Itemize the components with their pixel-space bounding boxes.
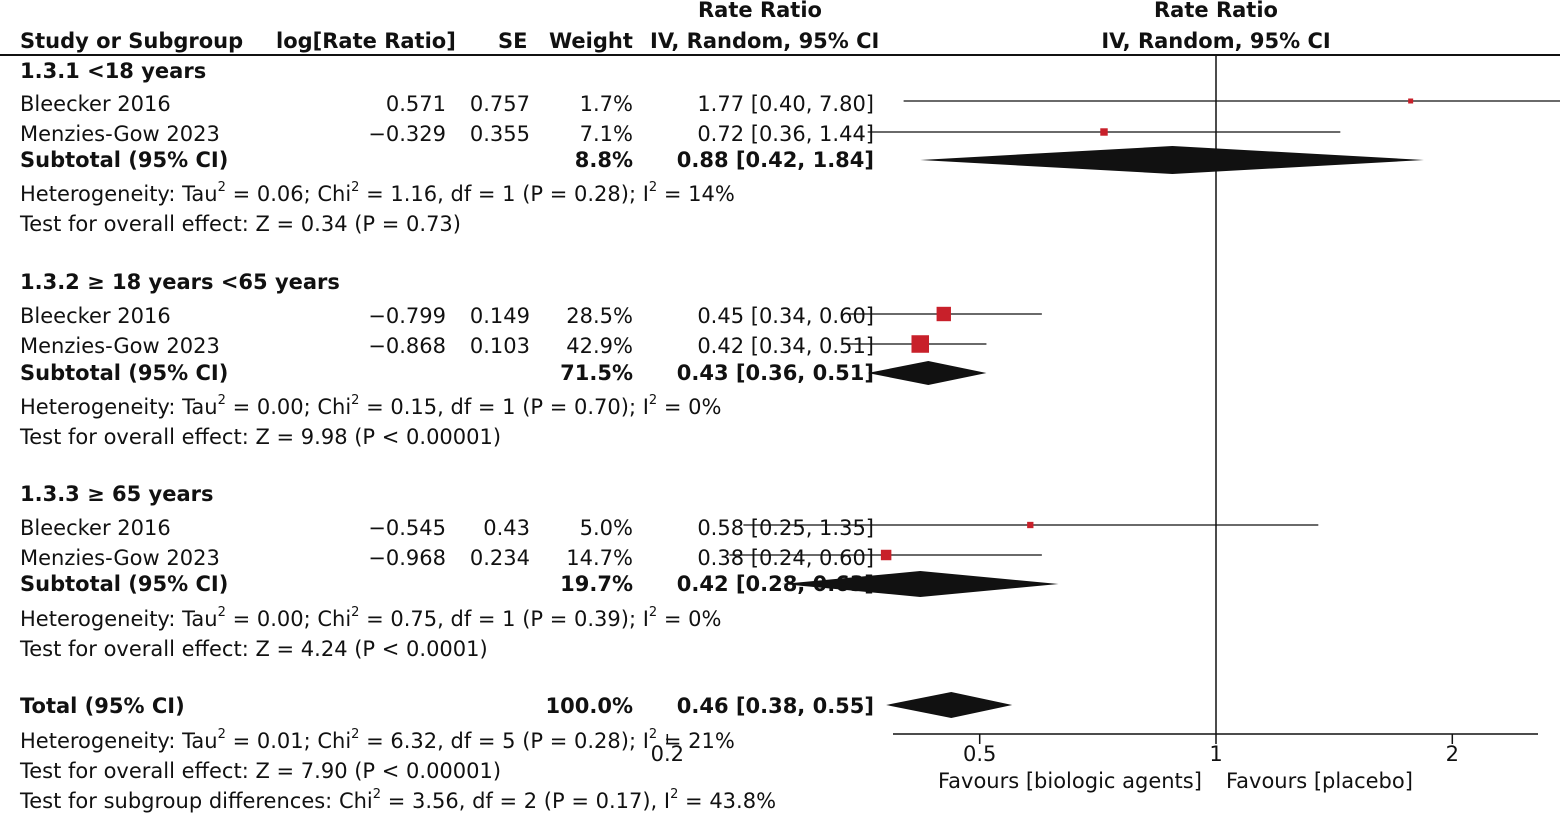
subgroup-title: 1.3.2 ≥ 18 years <65 years [20, 270, 340, 294]
subgroup-title: 1.3.3 ≥ 65 years [20, 482, 214, 506]
study-name: Menzies-Gow 2023 [20, 546, 220, 570]
subtotal-diamond [867, 361, 987, 385]
subtotal-diamond [782, 571, 1059, 597]
study-se: 0.355 [469, 122, 530, 146]
total-weight: 100.0% [545, 694, 633, 718]
study-weight: 28.5% [566, 304, 633, 328]
study-name: Menzies-Gow 2023 [20, 122, 220, 146]
study-logrr: −0.329 [368, 122, 446, 146]
header-rule [0, 54, 1560, 56]
x-tick-label: 0.2 [651, 742, 684, 766]
study-logrr: 0.571 [385, 92, 446, 116]
study-ci: 0.72 [0.36, 1.44] [697, 122, 874, 146]
study-ci: 1.77 [0.40, 7.80] [697, 92, 874, 116]
header-study: Study or Subgroup [20, 29, 244, 53]
study-se: 0.149 [469, 304, 530, 328]
study-ci: 0.58 [0.25, 1.35] [697, 516, 874, 540]
favours-left-label: Favours [biologic agents] [938, 769, 1202, 793]
subtotal-weight: 19.7% [560, 572, 633, 596]
study-se: 0.757 [469, 92, 530, 116]
study-weight: 14.7% [566, 546, 633, 570]
study-marker [1100, 128, 1108, 136]
study-weight: 42.9% [566, 334, 633, 358]
header-rr-top: Rate Ratio [698, 0, 822, 22]
study-logrr: −0.545 [368, 516, 446, 540]
favours-right-label: Favours [placebo] [1226, 769, 1413, 793]
subtotal-ci: 0.88 [0.42, 1.84] [676, 148, 874, 172]
subtotal-label: Subtotal (95% CI) [20, 361, 229, 385]
subtotal-weight: 8.8% [574, 148, 633, 172]
study-logrr: −0.868 [368, 334, 446, 358]
subtotal-label: Subtotal (95% CI) [20, 572, 229, 596]
study-weight: 5.0% [579, 516, 633, 540]
header-weight: Weight [549, 29, 633, 53]
study-name: Bleecker 2016 [20, 516, 171, 540]
study-ci: 0.38 [0.24, 0.60] [697, 546, 874, 570]
subtotal-ci: 0.43 [0.36, 0.51] [676, 361, 874, 385]
study-se: 0.43 [483, 516, 530, 540]
study-marker [1408, 98, 1414, 104]
subgroup-differences-text: Test for subgroup differences: Chi2 = 3.… [20, 787, 777, 813]
heterogeneity-text: Heterogeneity: Tau2 = 0.00; Chi2 = 0.75,… [20, 605, 722, 631]
study-ci: 0.45 [0.34, 0.60] [697, 304, 874, 328]
study-name: Menzies-Gow 2023 [20, 334, 220, 358]
study-marker [880, 549, 892, 561]
study-logrr: −0.968 [368, 546, 446, 570]
x-tick-label: 1 [1209, 742, 1222, 766]
heterogeneity-text: Heterogeneity: Tau2 = 0.00; Chi2 = 0.15,… [20, 393, 722, 419]
header-rr: IV, Random, 95% CI [650, 29, 880, 53]
header-logrr: log[Rate Ratio] [276, 29, 456, 53]
study-ci: 0.42 [0.34, 0.51] [697, 334, 874, 358]
total-diamond [886, 692, 1013, 718]
study-logrr: −0.799 [368, 304, 446, 328]
total-label: Total (95% CI) [20, 694, 185, 718]
study-weight: 1.7% [579, 92, 633, 116]
study-marker [1027, 521, 1034, 529]
x-tick-label: 0.5 [963, 742, 996, 766]
total-heterogeneity-text: Heterogeneity: Tau2 = 0.01; Chi2 = 6.32,… [20, 727, 735, 753]
subtotal-label: Subtotal (95% CI) [20, 148, 229, 172]
study-weight: 7.1% [579, 122, 633, 146]
header-plot: IV, Random, 95% CI [1101, 29, 1331, 53]
subtotal-weight: 71.5% [560, 361, 633, 385]
overall-effect-text: Test for overall effect: Z = 9.98 (P < 0… [20, 425, 502, 449]
subgroup-title: 1.3.1 <18 years [20, 59, 207, 83]
header-se: SE [498, 29, 528, 53]
study-marker [936, 306, 951, 322]
header-plot-top: Rate Ratio [1154, 0, 1278, 22]
x-tick-label: 2 [1446, 742, 1459, 766]
study-marker [911, 335, 930, 353]
study-se: 0.234 [469, 546, 530, 570]
total-ci: 0.46 [0.38, 0.55] [676, 694, 874, 718]
study-name: Bleecker 2016 [20, 92, 171, 116]
study-name: Bleecker 2016 [20, 304, 171, 328]
total-effect-text: Test for overall effect: Z = 7.90 (P < 0… [20, 759, 502, 783]
overall-effect-text: Test for overall effect: Z = 0.34 (P = 0… [20, 212, 461, 236]
heterogeneity-text: Heterogeneity: Tau2 = 0.06; Chi2 = 1.16,… [20, 180, 735, 206]
subtotal-diamond [920, 146, 1424, 174]
study-se: 0.103 [469, 334, 530, 358]
overall-effect-text: Test for overall effect: Z = 4.24 (P < 0… [20, 637, 488, 661]
